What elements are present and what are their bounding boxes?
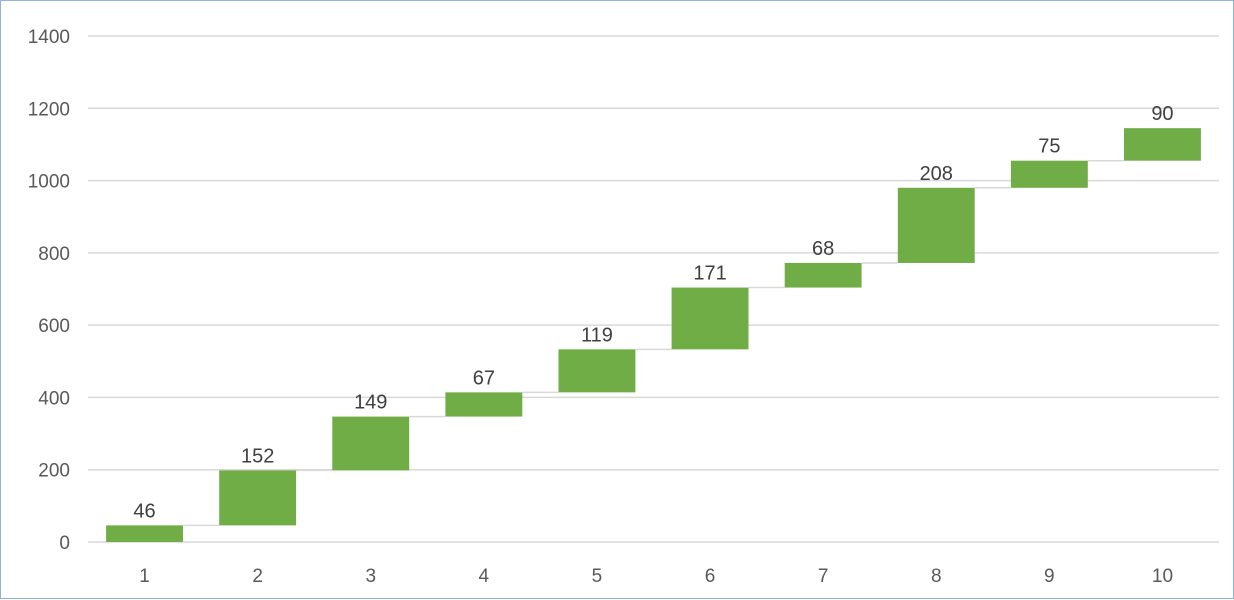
data-label: 75: [1038, 136, 1060, 158]
bar: [1010, 160, 1088, 188]
bar: [1123, 128, 1201, 161]
data-label: 46: [133, 500, 155, 522]
bar: [106, 525, 184, 542]
bar: [332, 416, 410, 471]
data-label: 149: [354, 392, 387, 414]
bar: [558, 349, 636, 393]
bar: [219, 470, 297, 526]
x-tick-label: 2: [252, 566, 263, 587]
x-tick-label: 3: [365, 566, 376, 587]
y-tick-label: 1000: [28, 172, 70, 193]
y-tick-label: 0: [59, 533, 70, 554]
x-tick-label: 4: [479, 566, 490, 587]
bar: [784, 262, 862, 288]
bar: [671, 287, 749, 350]
x-tick-label: 10: [1152, 566, 1173, 587]
data-label: 67: [473, 367, 495, 389]
x-tick-label: 5: [592, 566, 603, 587]
y-axis-ticks: 0 200 400 600 800 1000 1200 1400: [28, 27, 70, 554]
x-tick-label: 1: [139, 566, 150, 587]
data-label: 68: [812, 238, 834, 260]
y-tick-label: 800: [38, 244, 70, 265]
data-label: 90: [1151, 103, 1173, 125]
bars: [106, 128, 1201, 542]
y-tick-label: 600: [38, 316, 70, 337]
y-tick-label: 1200: [28, 99, 70, 120]
bar: [445, 392, 523, 417]
data-label: 208: [920, 163, 953, 185]
data-label: 171: [693, 263, 726, 285]
x-tick-label: 8: [931, 566, 942, 587]
data-labels: 46 152 149 67 119 171 68 208 75 90: [133, 103, 1173, 522]
gridlines: [88, 35, 1219, 543]
x-tick-label: 7: [818, 566, 829, 587]
data-label: 152: [241, 445, 274, 467]
y-tick-label: 200: [38, 461, 70, 482]
y-tick-label: 400: [38, 388, 70, 409]
x-axis-ticks: 1 2 3 4 5 6 7 8 9 10: [139, 566, 1173, 587]
data-label: 119: [581, 324, 613, 346]
connector-lines: [183, 159, 1124, 527]
bar: [897, 187, 975, 263]
x-tick-label: 6: [705, 566, 716, 587]
y-tick-label: 1400: [28, 27, 70, 48]
x-tick-label: 9: [1044, 566, 1055, 587]
